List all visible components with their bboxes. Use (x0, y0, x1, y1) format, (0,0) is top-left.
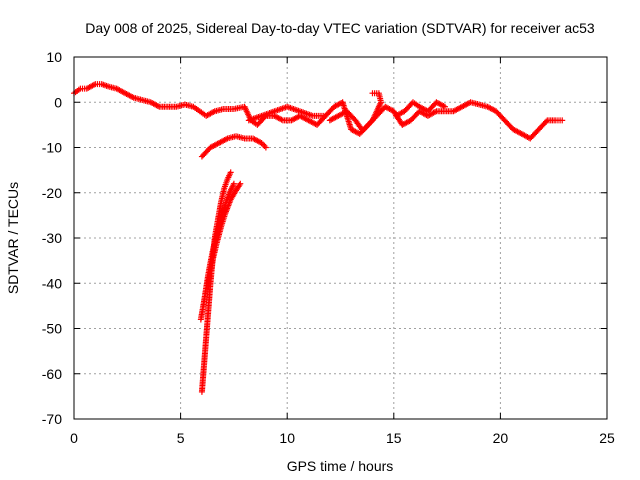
y-tick-label: 0 (54, 94, 62, 110)
series-loop-a (326, 108, 365, 133)
x-tick-label: 0 (70, 430, 78, 446)
y-tick-label: 10 (46, 49, 62, 65)
y-tick-label: -70 (42, 411, 62, 427)
y-tick-label: -60 (42, 366, 62, 382)
y-axis-label: SDTVAR / TECUs (5, 182, 21, 294)
y-tick-label: -50 (42, 321, 62, 337)
data-marks (71, 81, 566, 395)
series-loop-b (360, 90, 385, 133)
series-loop-upper (245, 103, 329, 124)
series-evening-branch (198, 133, 269, 160)
y-tick-label: -30 (42, 230, 62, 246)
y-axis-ticks: 10 0 -10 -20 -30 -40 -50 -60 -70 (42, 49, 607, 427)
x-tick-label: 20 (493, 430, 509, 446)
series-loop-c (392, 99, 448, 119)
y-tick-label: -20 (42, 185, 62, 201)
x-tick-label: 15 (386, 430, 402, 446)
y-tick-label: -40 (42, 275, 62, 291)
x-tick-label: 5 (177, 430, 185, 446)
chart-title: Day 008 of 2025, Sidereal Day-to-day VTE… (85, 20, 595, 36)
x-tick-label: 25 (599, 430, 615, 446)
y-tick-label: -10 (42, 140, 62, 156)
x-axis-ticks: 0 5 10 15 20 25 (70, 57, 615, 446)
x-axis-label: GPS time / hours (287, 458, 394, 474)
x-tick-label: 10 (279, 430, 295, 446)
series-dive-3 (205, 180, 244, 287)
grid-lines (74, 57, 607, 419)
series-main-trace (71, 81, 566, 142)
